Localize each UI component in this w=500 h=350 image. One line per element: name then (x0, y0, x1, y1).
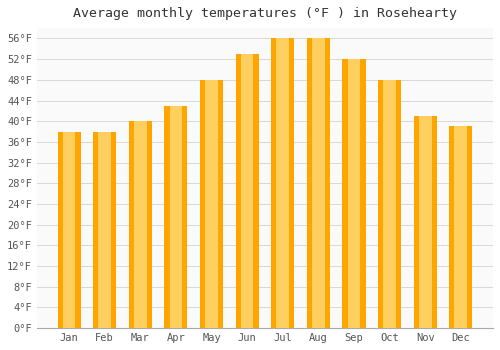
Bar (241, 54, 254, 328)
Bar (414, 116, 436, 328)
Bar (454, 126, 467, 328)
Bar (449, 126, 472, 328)
Bar (63, 132, 76, 328)
Bar (93, 132, 116, 328)
Title: Average monthly temperatures (°F ) in Rosehearty: Average monthly temperatures (°F ) in Ro… (73, 7, 457, 20)
Bar (128, 121, 152, 328)
Bar (236, 54, 258, 328)
Bar (307, 38, 330, 328)
Bar (276, 38, 289, 328)
Bar (134, 121, 146, 328)
Bar (98, 132, 111, 328)
Bar (205, 80, 218, 328)
Bar (200, 80, 223, 328)
Bar (419, 116, 432, 328)
Bar (312, 38, 324, 328)
Bar (348, 59, 360, 328)
Bar (164, 106, 188, 328)
Bar (170, 106, 182, 328)
Bar (383, 80, 396, 328)
Bar (58, 132, 80, 328)
Bar (271, 38, 294, 328)
Bar (378, 80, 401, 328)
Bar (342, 59, 365, 328)
